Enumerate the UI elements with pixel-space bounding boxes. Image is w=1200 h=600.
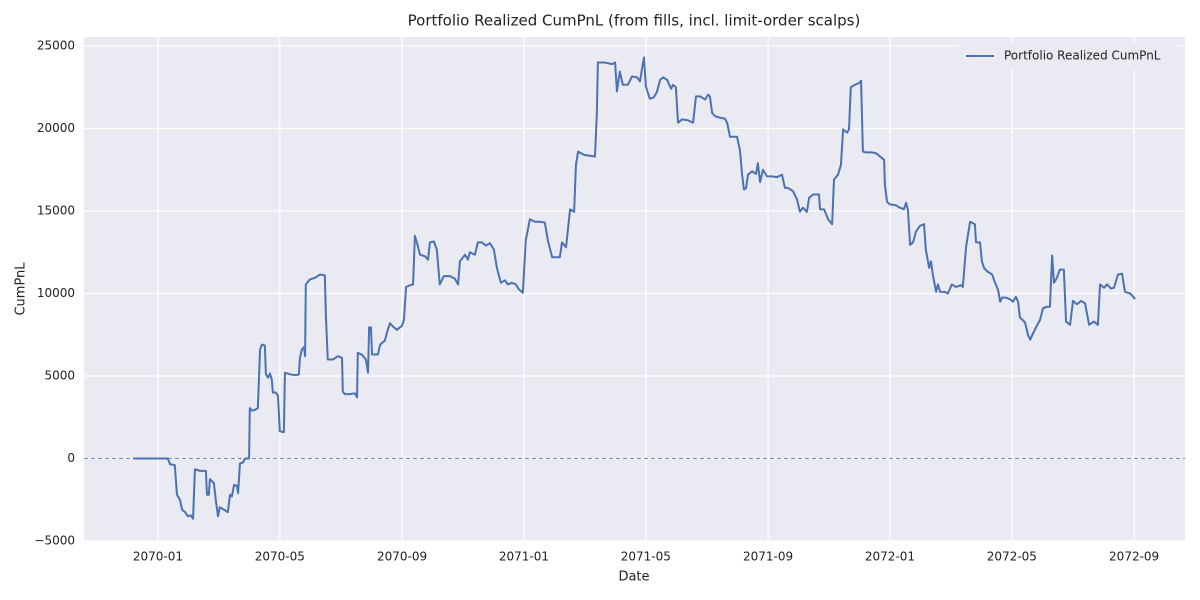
x-tick-label: 2072-01 [865, 550, 915, 564]
x-tick-label: 2071-05 [621, 550, 671, 564]
series-line [133, 56, 1136, 520]
x-tick-label: 2072-09 [1109, 550, 1159, 564]
legend: Portfolio Realized CumPnL [958, 44, 1178, 70]
x-tick-label: 2071-09 [743, 550, 793, 564]
x-tick-label: 2070-01 [133, 550, 183, 564]
y-tick-label: 0 [67, 451, 75, 465]
y-axis-label: CumPnL [14, 262, 29, 316]
x-tick-label: 2071-01 [499, 550, 549, 564]
y-tick-label: 10000 [37, 286, 75, 300]
x-axis-label: Date [618, 570, 649, 585]
chart-title: Portfolio Realized CumPnL (from fills, i… [408, 12, 861, 30]
x-tick-label: 2072-05 [987, 550, 1037, 564]
marks [84, 56, 1185, 520]
legend-label: Portfolio Realized CumPnL [1004, 49, 1161, 63]
y-tick-label: 15000 [37, 203, 75, 217]
x-tick-label: 2070-05 [255, 550, 305, 564]
y-tick-label: −5000 [34, 534, 75, 548]
legend-box [958, 44, 1178, 70]
y-tick-label: 20000 [37, 121, 75, 135]
y-tick-label: 25000 [37, 38, 75, 52]
plot-area [84, 37, 1185, 541]
x-tick-label: 2070-09 [377, 550, 427, 564]
y-tick-label: 5000 [44, 368, 75, 382]
